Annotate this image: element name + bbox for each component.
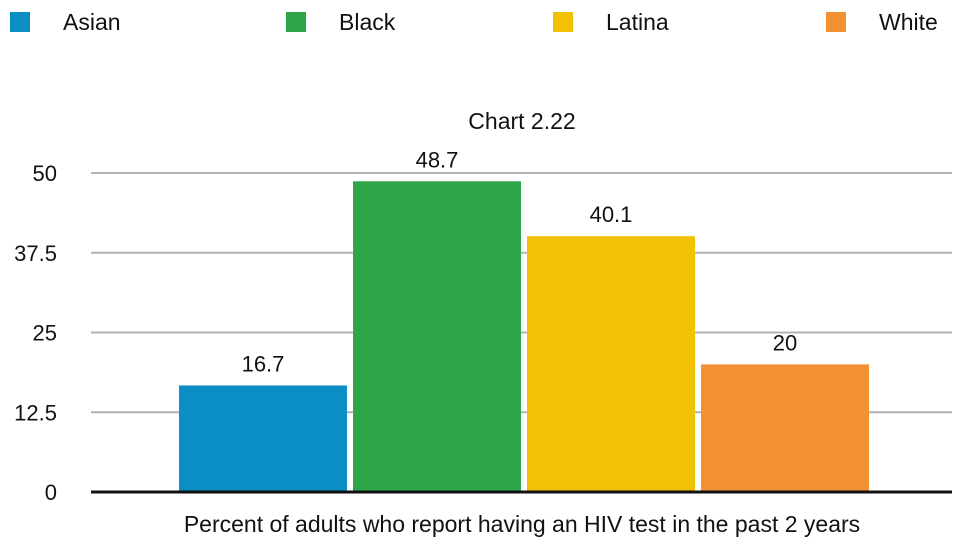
bar-asian xyxy=(179,385,347,492)
y-axis-ticks: 0 12.5 25 37.5 50 xyxy=(14,161,57,505)
legend-swatch xyxy=(286,12,306,32)
y-tick-label: 0 xyxy=(45,480,57,505)
bar-latina xyxy=(527,236,695,492)
data-label: 48.7 xyxy=(416,147,459,172)
legend: Asian Black Latina White xyxy=(10,9,938,35)
bars xyxy=(179,181,869,492)
y-tick-label: 12.5 xyxy=(14,400,57,425)
legend-swatch xyxy=(826,12,846,32)
bar-black xyxy=(353,181,521,492)
y-tick-label: 25 xyxy=(33,321,57,346)
legend-item-black: Black xyxy=(286,9,396,35)
legend-item-asian: Asian xyxy=(10,9,121,35)
bar-white xyxy=(701,364,869,492)
legend-label: White xyxy=(879,9,938,35)
legend-label: Black xyxy=(339,9,396,35)
y-tick-label: 50 xyxy=(33,161,57,186)
legend-item-latina: Latina xyxy=(553,9,669,35)
y-tick-label: 37.5 xyxy=(14,241,57,266)
legend-swatch xyxy=(553,12,573,32)
data-label: 40.1 xyxy=(590,202,633,227)
chart-title: Chart 2.22 xyxy=(468,108,575,134)
data-label: 20 xyxy=(773,330,797,355)
legend-swatch xyxy=(10,12,30,32)
data-label: 16.7 xyxy=(242,351,285,376)
legend-item-white: White xyxy=(826,9,938,35)
legend-label: Asian xyxy=(63,9,121,35)
x-axis-label: Percent of adults who report having an H… xyxy=(184,511,860,537)
legend-label: Latina xyxy=(606,9,669,35)
data-labels: 16.7 48.7 40.1 20 xyxy=(242,147,798,376)
